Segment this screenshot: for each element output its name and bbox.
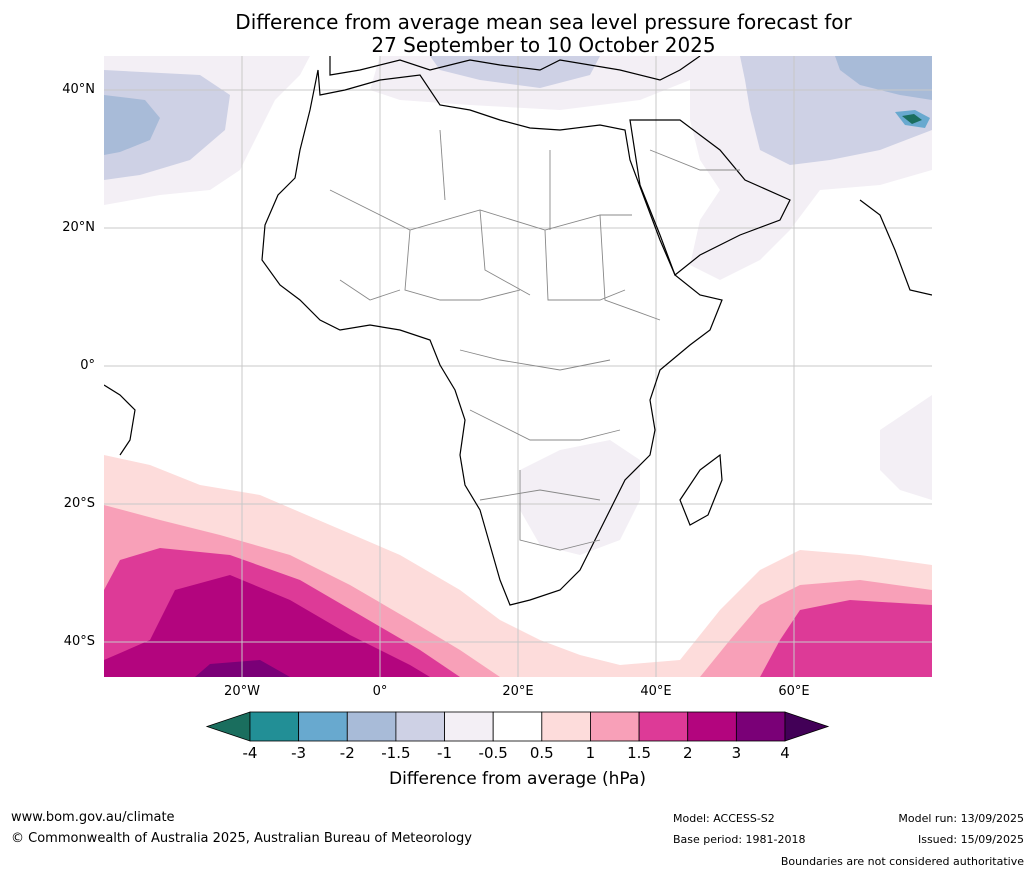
colorbar-swatch [492, 711, 543, 742]
coastlines [104, 56, 932, 606]
colorbar-tick-label: 3 [731, 744, 742, 762]
anomaly-region-tibet [835, 56, 932, 100]
colorbar-tick-label: -0.5 [478, 744, 508, 762]
lat-label-40s: 40°S [63, 634, 95, 649]
map-title-line-1: Difference from average mean sea level p… [235, 10, 852, 34]
anomaly-region-north-atlantic [104, 70, 230, 180]
colorbar-swatch [590, 711, 640, 742]
colorbar-tick-label: 1.5 [627, 744, 651, 762]
colorbar-swatch [541, 711, 591, 742]
arabia-coastline [629, 119, 791, 276]
colorbar-swatch [735, 711, 786, 742]
europe-coastline [329, 56, 701, 81]
india-coastline [859, 199, 932, 296]
colorbar-swatch [298, 711, 348, 742]
lat-label-0: 0° [80, 358, 95, 373]
colorbar-swatch [395, 711, 445, 742]
lat-label-40n: 40°N [62, 82, 95, 97]
country-borders [329, 129, 740, 551]
colorbar-tick-label: -1.5 [381, 744, 411, 762]
colorbar-swatch [687, 711, 737, 742]
footer-website: www.bom.gov.au/climate [11, 810, 175, 825]
footer-model: Model: ACCESS-S2 [673, 812, 775, 825]
footer-issued: Issued: 15/09/2025 [917, 833, 1024, 846]
colorbar-tick-label: -3 [291, 744, 307, 762]
lon-label-20w: 20°W [224, 684, 260, 699]
footer-model-run: Model run: 13/09/2025 [898, 812, 1024, 825]
colorbar-label: Difference from average (hPa) [389, 769, 646, 789]
lon-label-40e: 40°E [640, 684, 672, 699]
anomaly-region-north-atlantic-core [104, 95, 160, 155]
colorbar-tick-label: 1 [585, 744, 596, 762]
colorbar-tick-label: -2 [339, 744, 355, 762]
anomaly-region-tibet-peak [902, 114, 922, 124]
footer-copyright: © Commonwealth of Australia 2025, Austra… [11, 831, 472, 846]
madagascar-coastline [679, 453, 723, 526]
anomaly-region-south-indian-1.5 [760, 600, 932, 677]
africa-coastline [261, 69, 723, 606]
gridlines [104, 56, 932, 677]
anomaly-region-mediterranean [430, 56, 600, 88]
anomaly-region-south-atlantic-2 [104, 575, 430, 677]
footer-disclaimer: Boundaries are not considered authoritat… [780, 855, 1024, 868]
colorbar-tick-label: -4 [242, 744, 258, 762]
colorbar-tick-label: 4 [780, 744, 790, 762]
colorbar-tick-label: 0.5 [529, 744, 554, 762]
colorbar-tick-label: 2 [682, 744, 693, 762]
anomaly-region-indian-ocean-east [880, 395, 932, 500]
colorbar-swatch [346, 711, 397, 742]
colorbar-swatch [444, 711, 494, 742]
footer-base-period: Base period: 1981-2018 [673, 833, 806, 846]
lat-label-20s: 20°S [63, 496, 95, 511]
lon-label-20e: 20°E [502, 684, 534, 699]
map-title-line-2: 27 September to 10 October 2025 [371, 33, 716, 57]
colorbar-swatch [249, 711, 300, 742]
colorbar-tick-label: -1 [437, 744, 453, 762]
anomaly-region-southern-africa [520, 440, 640, 555]
south-america-coastline [104, 384, 136, 456]
lon-label-0: 0° [372, 684, 388, 699]
lon-label-60e: 60°E [778, 684, 810, 699]
lat-label-20n: 20°N [62, 220, 95, 235]
colorbar-extend-high [784, 711, 830, 742]
colorbar-swatch [638, 711, 689, 742]
colorbar-extend-low [205, 711, 251, 742]
